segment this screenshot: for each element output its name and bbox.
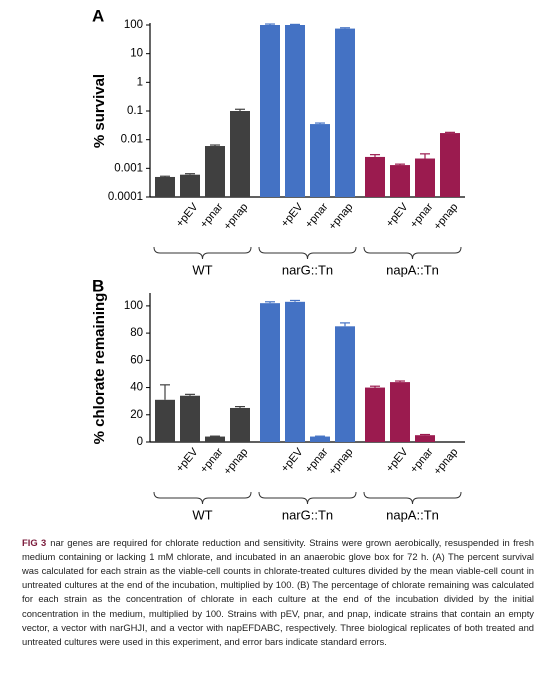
x-tick-label: +pnap [221, 201, 250, 232]
group-brace [363, 246, 462, 260]
bar [180, 395, 200, 442]
bar [335, 28, 355, 198]
y-axis-title: % chlorate remaining [91, 293, 108, 445]
x-tick-label: +pnap [431, 446, 460, 477]
x-tick-label: +pnap [326, 446, 355, 477]
group-brace [258, 246, 357, 260]
figure: A % survival 0.0001 0.001 0.01 0.1 1 10 100 +pEV +… [91, 6, 465, 522]
group-brace [363, 491, 462, 505]
bar [390, 165, 410, 197]
y-tick-label: 0.0001 [108, 191, 143, 203]
group-label: WT [192, 262, 212, 277]
group-label: narG::Tn [282, 262, 333, 277]
x-tick-label: +pEV [174, 446, 201, 475]
y-tick-label: 20 [130, 409, 143, 421]
group-brace [153, 246, 252, 260]
group-brace [258, 491, 357, 505]
group-label: napA::Tn [386, 262, 439, 277]
bar [415, 435, 435, 442]
y-tick-label: 100 [124, 300, 143, 312]
bar [155, 176, 175, 197]
bar [155, 399, 175, 442]
y-tick-label: 10 [130, 48, 143, 60]
y-tick-label: 80 [130, 327, 143, 339]
y-tick-label: 40 [130, 382, 143, 394]
bar [260, 25, 280, 197]
y-tick-label: 0.01 [121, 134, 143, 146]
x-tick-label: +pEV [279, 446, 306, 475]
x-tick-label: +pnap [431, 201, 460, 232]
bar [335, 326, 355, 442]
x-tick-label: +pnap [326, 201, 355, 232]
panel-label: A [92, 6, 104, 25]
bar [230, 407, 250, 442]
bar [365, 156, 385, 197]
bar [285, 301, 305, 442]
y-tick-label: 0 [137, 436, 143, 448]
group-brace [153, 491, 252, 505]
bar [260, 303, 280, 442]
caption-text: nar genes are required for chlorate redu… [22, 537, 534, 647]
bar [180, 174, 200, 197]
bar [310, 124, 330, 197]
y-tick-label: 1 [137, 76, 143, 88]
x-tick-label: +pEV [279, 201, 306, 230]
bar [205, 146, 225, 197]
x-tick-label: +pEV [384, 446, 411, 475]
y-axis-title: % survival [91, 74, 108, 148]
y-tick-label: 60 [130, 354, 143, 366]
y-tick-label: 0.1 [127, 105, 143, 117]
caption-label: FIG 3 [22, 537, 47, 548]
bar [365, 387, 385, 442]
bar [390, 382, 410, 442]
bar [310, 436, 330, 442]
group-label: napA::Tn [386, 507, 439, 522]
bar [285, 25, 305, 197]
y-tick-label: 100 [124, 19, 143, 31]
x-tick-label: +pnap [221, 446, 250, 477]
y-tick-label: 0.001 [114, 162, 143, 174]
group-label: narG::Tn [282, 507, 333, 522]
x-tick-label: +pEV [174, 201, 201, 230]
caption: FIG 3 nar genes are required for chlorate… [22, 536, 534, 649]
bar [440, 133, 460, 197]
bar [415, 158, 435, 197]
bar [205, 436, 225, 442]
panel-label: B [92, 276, 104, 295]
group-label: WT [192, 507, 212, 522]
x-tick-label: +pEV [384, 201, 411, 230]
bar [230, 111, 250, 197]
